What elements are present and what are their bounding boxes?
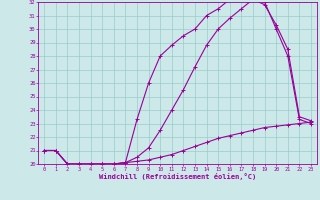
X-axis label: Windchill (Refroidissement éolien,°C): Windchill (Refroidissement éolien,°C) xyxy=(99,173,256,180)
